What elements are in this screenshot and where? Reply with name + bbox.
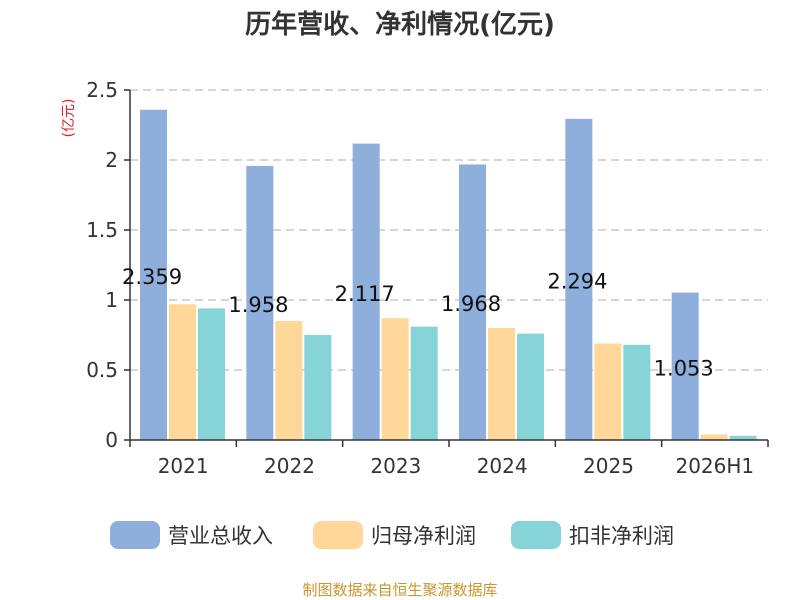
- bar: [169, 304, 196, 440]
- bar: [352, 143, 380, 440]
- legend: 营业总收入 归母净利润 扣非净利润: [110, 521, 674, 549]
- y-tick-label: 2: [105, 148, 118, 172]
- y-tick-label: 2.5: [86, 78, 118, 102]
- grid-lines: [130, 89, 768, 371]
- bar: [700, 434, 728, 440]
- x-tick-label: 2026H1: [675, 454, 754, 478]
- bar: [198, 308, 225, 440]
- y-tick-label: 0.5: [86, 358, 118, 382]
- axes: 0 0.5 1 1.5 2 2.5 2021 2022 2023 2024 2025 2026H1: [86, 78, 769, 478]
- legend-swatch: [511, 521, 561, 549]
- bar: [517, 333, 544, 440]
- legend-label: 归母净利润: [371, 524, 476, 548]
- chart-title: 历年营收、净利情况(亿元): [245, 9, 555, 40]
- data-label: 1.053: [654, 356, 714, 380]
- data-label: 2.117: [335, 282, 395, 306]
- bar: [275, 321, 303, 440]
- bar: [565, 118, 593, 440]
- x-tick-label: 2021: [158, 454, 209, 478]
- data-labels: 2.359 1.958 2.117 1.968 2.294 1.053: [122, 265, 714, 380]
- y-tick-label: 1: [105, 288, 118, 312]
- bar: [623, 344, 651, 440]
- bar: [410, 326, 438, 440]
- data-label: 1.968: [441, 292, 501, 316]
- x-tick-label: 2025: [583, 454, 634, 478]
- bar: [304, 335, 332, 440]
- data-label: 2.359: [122, 265, 182, 289]
- x-tick-label: 2024: [477, 454, 528, 478]
- legend-swatch: [313, 521, 363, 549]
- bars: [140, 109, 757, 441]
- bar: [459, 164, 486, 441]
- bar: [594, 343, 622, 440]
- bar: [246, 165, 274, 440]
- data-label: 2.294: [547, 269, 607, 293]
- x-tick-label: 2023: [370, 454, 421, 478]
- bar: [140, 109, 167, 441]
- y-axis-label: (亿元): [61, 99, 77, 138]
- bar: [729, 435, 757, 440]
- bar: [381, 318, 409, 440]
- data-label: 1.958: [228, 293, 288, 317]
- legend-swatch: [110, 521, 160, 549]
- bar: [488, 328, 515, 440]
- y-tick-label: 1.5: [86, 218, 118, 242]
- legend-label: 扣非净利润: [569, 524, 674, 548]
- bar: [671, 292, 699, 440]
- y-tick-label: 0: [105, 428, 118, 452]
- legend-label: 营业总收入: [168, 524, 273, 548]
- source-note: 制图数据来自恒生聚源数据库: [302, 581, 497, 599]
- x-tick-label: 2022: [264, 454, 315, 478]
